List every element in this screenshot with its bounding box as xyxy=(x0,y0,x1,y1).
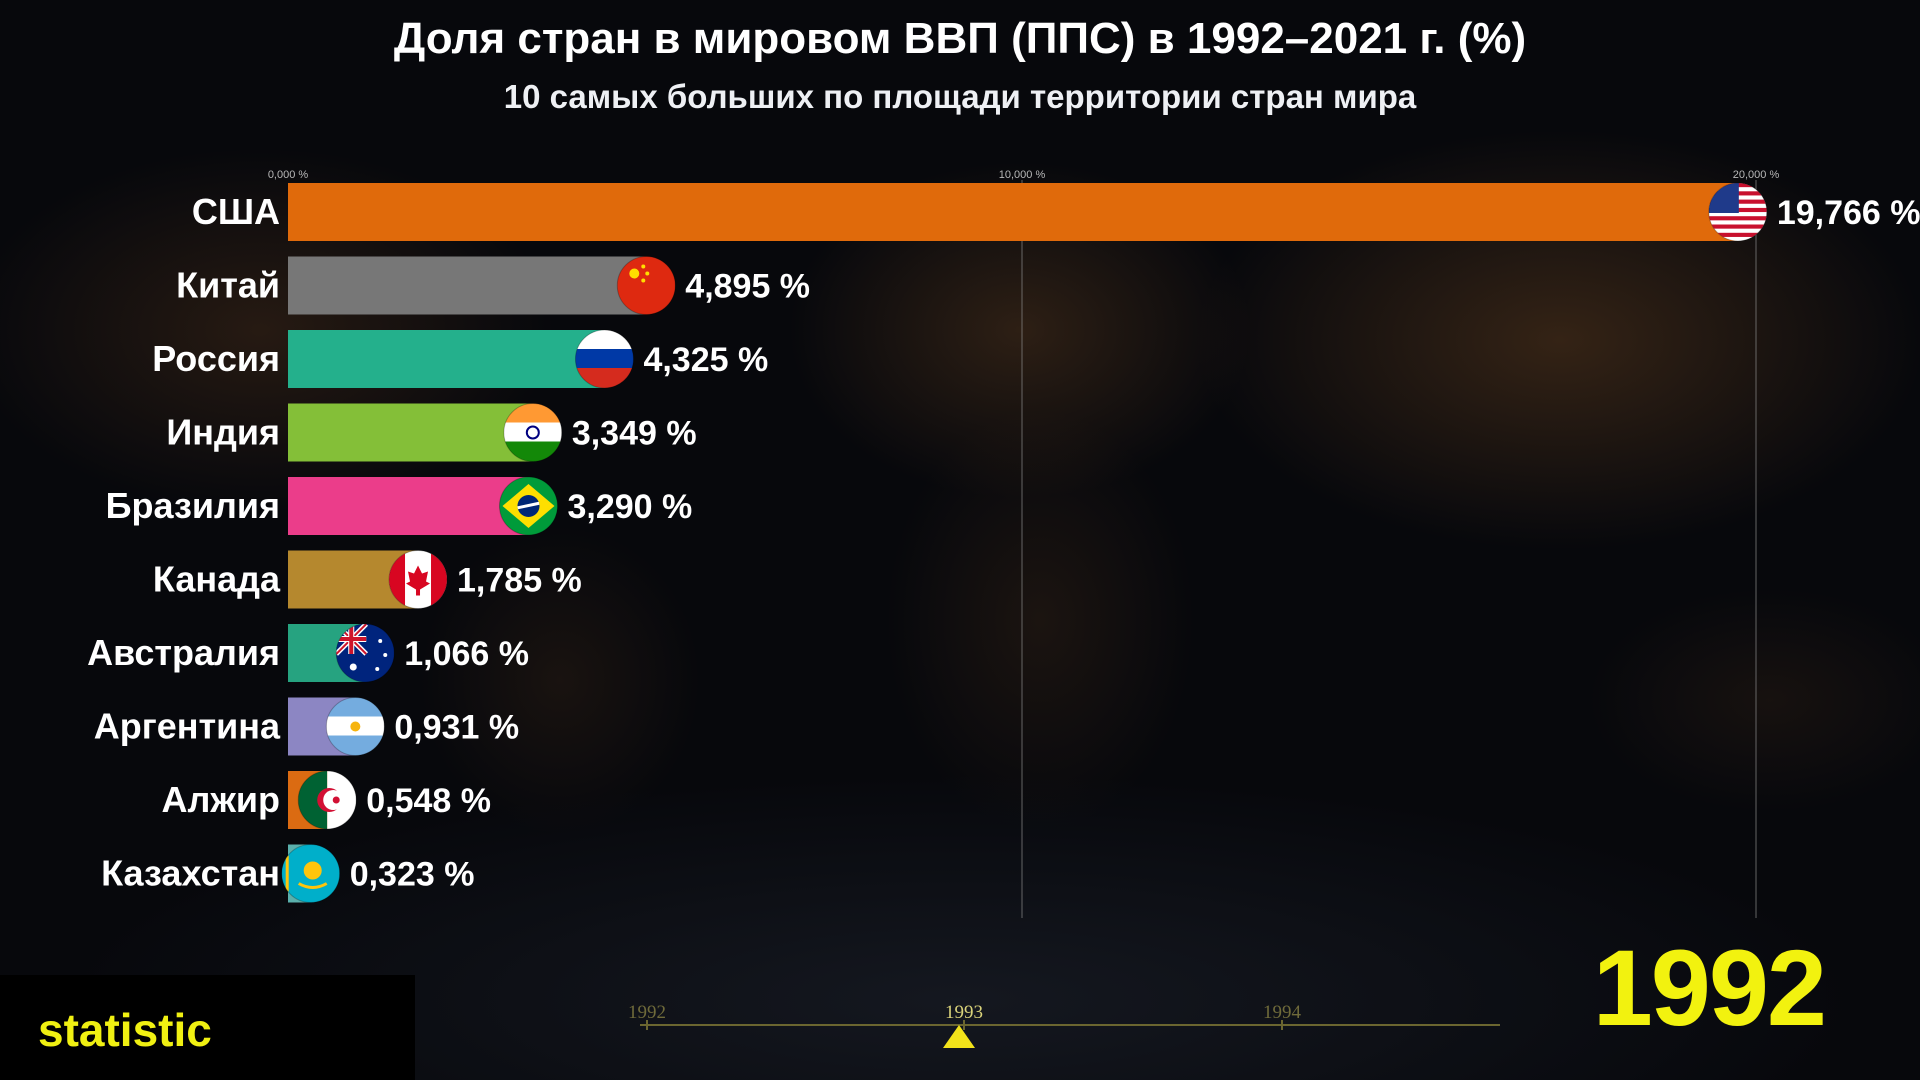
value-label: 4,895 % xyxy=(685,268,810,306)
australia-flag xyxy=(335,623,395,683)
bar-row: Австралия 1,066 % xyxy=(87,623,529,683)
brand-box xyxy=(0,975,415,1080)
value-label: 4,325 % xyxy=(643,341,768,379)
value-label: 19,766 % xyxy=(1777,194,1920,232)
category-label: Аргентина xyxy=(94,706,281,747)
value-label: 0,323 % xyxy=(350,856,475,894)
bar xyxy=(288,256,648,315)
canada-flag xyxy=(388,550,448,609)
value-label: 0,548 % xyxy=(366,782,491,820)
bar-row: Аргентина 0,931 % xyxy=(94,697,519,756)
category-label: Китай xyxy=(176,265,280,306)
brazil-flag xyxy=(498,476,558,536)
category-label: Бразилия xyxy=(106,485,280,526)
grid-layer: 0,000 % 10,000 % 20,000 % xyxy=(268,169,1780,918)
bar-row: Бразилия 3,290 % xyxy=(106,476,692,536)
value-label: 3,290 % xyxy=(567,488,692,526)
category-label: Индия xyxy=(166,412,280,453)
brand-logo: statistic xyxy=(38,1004,212,1056)
value-label: 3,349 % xyxy=(572,415,697,453)
bar-row: США 19,766 % xyxy=(192,182,1920,242)
bar xyxy=(288,403,534,462)
bar-row: Россия 4,325 % xyxy=(152,329,768,389)
bar-row: Канада 1,785 % xyxy=(153,550,582,609)
chart-title: Доля стран в мировом ВВП (ППС) в 1992–20… xyxy=(393,14,1527,63)
bar xyxy=(288,330,606,388)
timeline-label[interactable]: 1992 xyxy=(628,1002,666,1023)
bar xyxy=(288,183,1739,241)
category-label: Канада xyxy=(153,559,281,600)
x-tick-label: 0,000 % xyxy=(268,169,309,181)
bar-row: Индия 3,349 % xyxy=(166,403,697,462)
current-year: 1992 xyxy=(1592,927,1827,1048)
category-label: Алжир xyxy=(161,779,280,820)
timeline-label[interactable]: 1994 xyxy=(1263,1002,1302,1023)
value-label: 0,931 % xyxy=(394,709,519,747)
india-flag xyxy=(503,403,563,462)
timeline-playhead-icon[interactable] xyxy=(943,1025,975,1048)
bar xyxy=(288,477,530,535)
value-label: 1,785 % xyxy=(457,562,582,600)
bar-row: Казахстан 0,323 % xyxy=(101,844,475,903)
category-label: США xyxy=(192,191,280,232)
kazakhstan-flag xyxy=(281,844,341,903)
timeline-label[interactable]: 1993 xyxy=(945,1002,983,1023)
russia-flag xyxy=(574,329,634,389)
category-label: Австралия xyxy=(87,632,280,673)
bars-layer: США 19,766 % Китай 4,895 % Россия 4,325 % Инди… xyxy=(87,182,1920,903)
x-tick-label: 10,000 % xyxy=(999,169,1046,181)
china-flag xyxy=(616,256,676,315)
chart-subtitle: 10 самых больших по площади территории с… xyxy=(503,78,1417,115)
value-label: 1,066 % xyxy=(404,635,529,673)
bar-row: Китай 4,895 % xyxy=(176,256,810,315)
category-label: Россия xyxy=(152,338,280,379)
x-tick-label: 20,000 % xyxy=(1733,169,1780,181)
argentina-flag xyxy=(325,697,385,756)
category-label: Казахстан xyxy=(101,853,280,894)
